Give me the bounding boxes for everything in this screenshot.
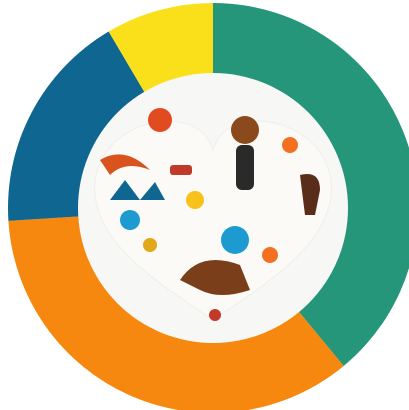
icon xyxy=(231,116,259,144)
icon xyxy=(148,108,172,132)
icon xyxy=(282,137,298,153)
icon xyxy=(180,260,250,295)
icon xyxy=(110,180,165,200)
icon xyxy=(186,191,204,209)
icon xyxy=(100,154,150,175)
icon xyxy=(300,174,320,215)
icon xyxy=(170,165,192,175)
icon xyxy=(262,247,278,263)
icon xyxy=(209,309,221,321)
donut-segment xyxy=(213,3,409,366)
icon xyxy=(120,210,140,230)
icon xyxy=(143,238,157,252)
icon xyxy=(236,145,254,190)
donut-segment xyxy=(7,31,147,221)
icon xyxy=(221,226,249,254)
center-illustration xyxy=(94,108,332,321)
donut-segment xyxy=(108,3,213,97)
heart-outline xyxy=(94,120,332,321)
